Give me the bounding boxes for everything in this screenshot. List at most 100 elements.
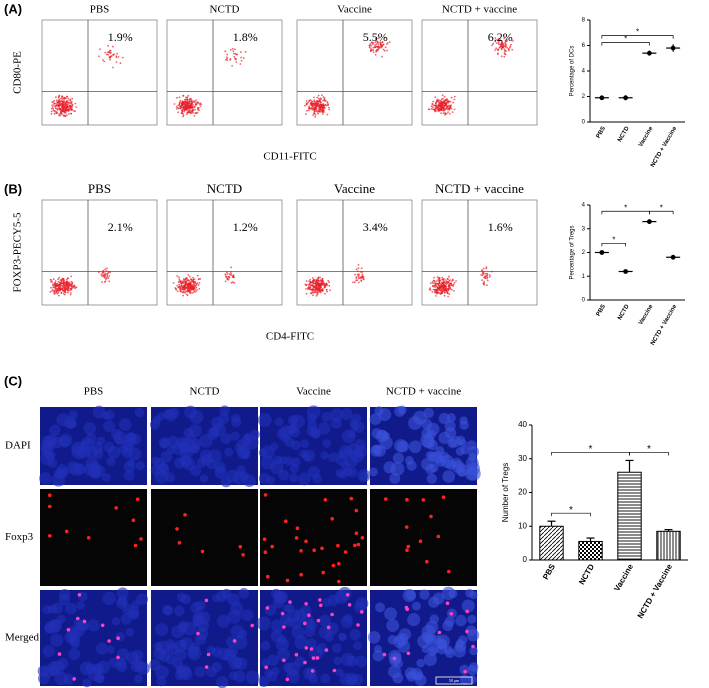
- event-dot: [59, 286, 61, 289]
- foxp3-cell: [449, 612, 454, 616]
- foxp3-cell: [347, 603, 352, 607]
- event-dot: [182, 112, 184, 115]
- event-dot: [107, 53, 110, 56]
- event-dot: [308, 105, 311, 108]
- event-dot: [328, 281, 330, 284]
- event-dot: [384, 36, 386, 39]
- event-dot: [224, 50, 227, 53]
- nucleus: [125, 627, 135, 637]
- event-dot: [64, 103, 67, 106]
- event-dot: [307, 109, 310, 112]
- event-dot: [324, 292, 326, 295]
- event-dot: [453, 281, 456, 284]
- event-dot: [187, 101, 190, 104]
- event-dot: [56, 101, 58, 103]
- event-dot: [447, 101, 450, 104]
- nucleus: [406, 460, 417, 471]
- nucleus: [96, 436, 106, 446]
- event-dot: [442, 102, 445, 105]
- bar: [656, 530, 681, 561]
- event-dot: [437, 109, 440, 112]
- event-dot: [192, 285, 195, 288]
- event-dot: [185, 101, 187, 103]
- event-dot: [180, 282, 183, 285]
- event-dot: [320, 284, 323, 287]
- event-dot: [53, 112, 56, 115]
- event-dot: [322, 99, 324, 102]
- foxp3-cell: [263, 493, 268, 497]
- event-dot: [372, 51, 375, 53]
- event-dot: [431, 106, 434, 109]
- event-dot: [316, 104, 319, 106]
- event-dot: [378, 37, 380, 40]
- nucleus: [228, 655, 242, 670]
- event-dot: [187, 94, 190, 97]
- event-dot: [503, 44, 505, 47]
- significance-bracket: [551, 512, 591, 517]
- significance-label: *: [660, 203, 663, 212]
- event-dot: [489, 275, 491, 278]
- nucleus: [192, 614, 204, 626]
- foxp3-cell: [232, 639, 237, 643]
- event-dot: [321, 109, 323, 112]
- event-dot: [324, 100, 326, 102]
- event-dot: [381, 44, 384, 47]
- event-dot: [488, 274, 491, 276]
- event-dot: [240, 59, 243, 62]
- event-dot: [183, 98, 186, 101]
- y-tick-label: 8: [582, 18, 586, 24]
- event-dot: [225, 271, 228, 274]
- event-dot: [307, 288, 309, 290]
- event-dot: [60, 278, 63, 281]
- event-dot: [494, 37, 497, 39]
- micrograph: [151, 489, 258, 586]
- event-dot: [187, 283, 190, 285]
- event-dot: [56, 107, 59, 110]
- event-dot: [190, 278, 192, 280]
- nucleus: [122, 603, 134, 615]
- nucleus: [468, 453, 477, 462]
- y-tick-label: 4: [582, 203, 586, 209]
- nucleus: [468, 675, 477, 684]
- foxp3-cell: [429, 514, 433, 519]
- event-dot: [65, 106, 68, 109]
- foxp3-cell: [48, 504, 52, 509]
- event-dot: [196, 282, 199, 285]
- event-dot: [429, 287, 432, 290]
- event-dot: [64, 290, 66, 292]
- y-tick-label: 0: [523, 555, 528, 564]
- event-dot: [190, 100, 192, 103]
- event-dot: [444, 109, 446, 111]
- nucleus: [73, 625, 85, 637]
- event-dot: [446, 280, 449, 283]
- nucleus: [447, 438, 458, 449]
- event-dot: [67, 277, 70, 280]
- event-dot: [443, 291, 446, 294]
- nucleus: [412, 410, 427, 425]
- event-dot: [442, 287, 445, 290]
- event-dot: [193, 289, 196, 292]
- foxp3-cell: [336, 543, 340, 548]
- event-dot: [185, 109, 188, 111]
- event-dot: [481, 274, 484, 277]
- nucleus: [333, 656, 342, 666]
- event-dot: [445, 289, 448, 292]
- nucleus: [56, 614, 66, 624]
- event-dot: [105, 53, 108, 56]
- event-dot: [311, 100, 313, 103]
- event-dot: [355, 277, 358, 279]
- foxp3-cell: [262, 537, 267, 541]
- event-dot: [178, 286, 181, 289]
- event-dot: [361, 273, 364, 276]
- nucleus: [408, 440, 422, 454]
- event-dot: [482, 283, 485, 285]
- event-dot: [427, 108, 430, 111]
- event-dot: [441, 276, 444, 279]
- event-dot: [112, 53, 115, 56]
- foxp3-cell: [116, 655, 120, 660]
- event-dot: [177, 111, 180, 114]
- event-dot: [186, 96, 189, 99]
- event-dot: [119, 62, 122, 65]
- percent-label: 1.8%: [233, 30, 258, 44]
- foxp3-cell: [447, 569, 451, 574]
